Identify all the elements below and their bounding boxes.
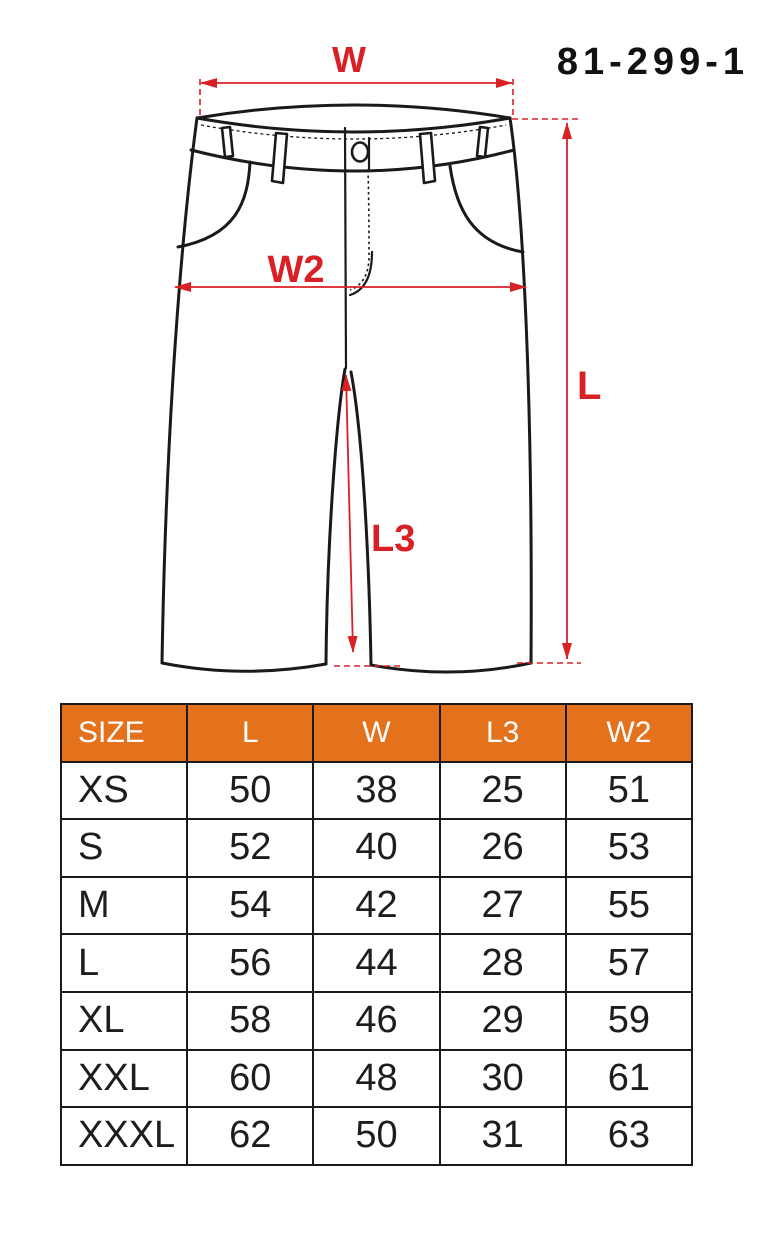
size-value-l: 50 — [186, 760, 315, 821]
size-value-w: 44 — [312, 933, 441, 993]
size-value-l3: 28 — [438, 933, 567, 993]
size-row-xxl: XXL 60 48 30 61 — [59, 1048, 694, 1109]
waistband-bottom-edge — [189, 148, 516, 173]
column-header-l: L — [186, 703, 315, 763]
right-hem — [369, 661, 533, 674]
size-value-w2: 63 — [564, 1106, 694, 1166]
size-value-l3: 27 — [438, 875, 567, 936]
right-side-seam-mark — [475, 125, 490, 159]
waist-button — [350, 141, 370, 163]
right-inner-seam — [349, 370, 373, 667]
size-value-w2: 57 — [564, 933, 694, 993]
waist-opening-top-edge — [195, 103, 512, 120]
size-label: XXXL — [59, 1106, 189, 1166]
size-table-body: XS 50 38 25 51 S 52 40 26 53 M 54 42 27 55 L 56 44 28 57 XL 5… — [59, 760, 694, 1166]
left-hem — [160, 661, 328, 673]
size-value-w: 50 — [312, 1106, 441, 1166]
size-row-m: M 54 42 27 55 — [59, 875, 694, 936]
size-row-xl: XL 58 46 29 59 — [59, 990, 694, 1051]
size-value-l3: 26 — [438, 818, 567, 878]
size-value-l3: 25 — [438, 760, 567, 821]
size-value-l: 60 — [186, 1048, 315, 1109]
dimension-w2: W2 — [174, 249, 527, 292]
left-belt-loop — [270, 131, 289, 185]
size-label: S — [59, 818, 189, 878]
size-value-l: 58 — [186, 990, 315, 1051]
dim-label-w2: W2 — [268, 249, 325, 291]
right-belt-loop — [418, 131, 437, 185]
fly-flap-edge — [348, 250, 374, 297]
size-label: XS — [59, 760, 189, 821]
column-header-w: W — [312, 703, 441, 763]
size-value-w2: 51 — [564, 760, 694, 821]
left-inner-seam — [324, 367, 347, 666]
size-value-l: 62 — [186, 1106, 315, 1166]
fly-stitch-line — [349, 169, 370, 291]
l3-arrow — [341, 374, 358, 653]
dimension-l3: L3 — [334, 374, 415, 667]
waistband-stitch-line — [200, 124, 507, 140]
left-outer-seam — [160, 116, 199, 665]
size-label: M — [59, 875, 189, 936]
size-row-xs: XS 50 38 25 51 — [59, 760, 694, 821]
product-code: 81-299-1 — [557, 41, 749, 83]
column-header-w2: W2 — [564, 703, 694, 763]
dimension-l: L — [512, 118, 601, 664]
column-header-l3: L3 — [438, 703, 567, 763]
size-value-w2: 55 — [564, 875, 694, 936]
shorts-outline — [160, 103, 533, 674]
size-label: L — [59, 933, 189, 993]
size-value-l3: 29 — [438, 990, 567, 1051]
left-pocket-opening — [176, 160, 252, 249]
size-value-w: 40 — [312, 818, 441, 878]
size-table-header: SIZE L W L3 W2 — [59, 703, 694, 763]
size-table-header-row: SIZE L W L3 W2 — [59, 703, 694, 763]
size-label: XL — [59, 990, 189, 1051]
size-value-l: 52 — [186, 818, 315, 878]
dim-label-w: W — [332, 39, 366, 80]
waist-opening-inner-edge — [195, 116, 512, 134]
size-value-l3: 30 — [438, 1048, 567, 1109]
dim-label-l3: L3 — [371, 518, 415, 560]
right-outer-seam — [508, 116, 533, 665]
dim-label-l: L — [577, 364, 601, 408]
size-label: XXL — [59, 1048, 189, 1109]
size-value-w2: 61 — [564, 1048, 694, 1109]
size-value-l: 56 — [186, 933, 315, 993]
size-value-l: 54 — [186, 875, 315, 936]
size-table: SIZE L W L3 W2 XS 50 38 25 51 S 52 40 26 53 M 54 42 27 55 L… — [59, 703, 694, 1166]
size-value-w: 46 — [312, 990, 441, 1051]
size-row-s: S 52 40 26 53 — [59, 818, 694, 878]
size-value-w: 48 — [312, 1048, 441, 1109]
center-front-seam — [343, 126, 348, 370]
size-value-w2: 59 — [564, 990, 694, 1051]
size-value-w2: 53 — [564, 818, 694, 878]
right-pocket-opening — [448, 164, 525, 254]
shorts-technical-drawing: W W2 L L3 81-299-1 — [160, 39, 749, 674]
size-value-w: 42 — [312, 875, 441, 936]
column-header-size: SIZE — [59, 703, 189, 763]
size-value-l3: 31 — [438, 1106, 567, 1166]
size-row-l: L 56 44 28 57 — [59, 933, 694, 993]
size-value-w: 38 — [312, 760, 441, 821]
dimension-w: W — [199, 39, 514, 117]
left-side-seam-mark — [220, 125, 235, 159]
size-row-xxxl: XXXL 62 50 31 63 — [59, 1106, 694, 1166]
